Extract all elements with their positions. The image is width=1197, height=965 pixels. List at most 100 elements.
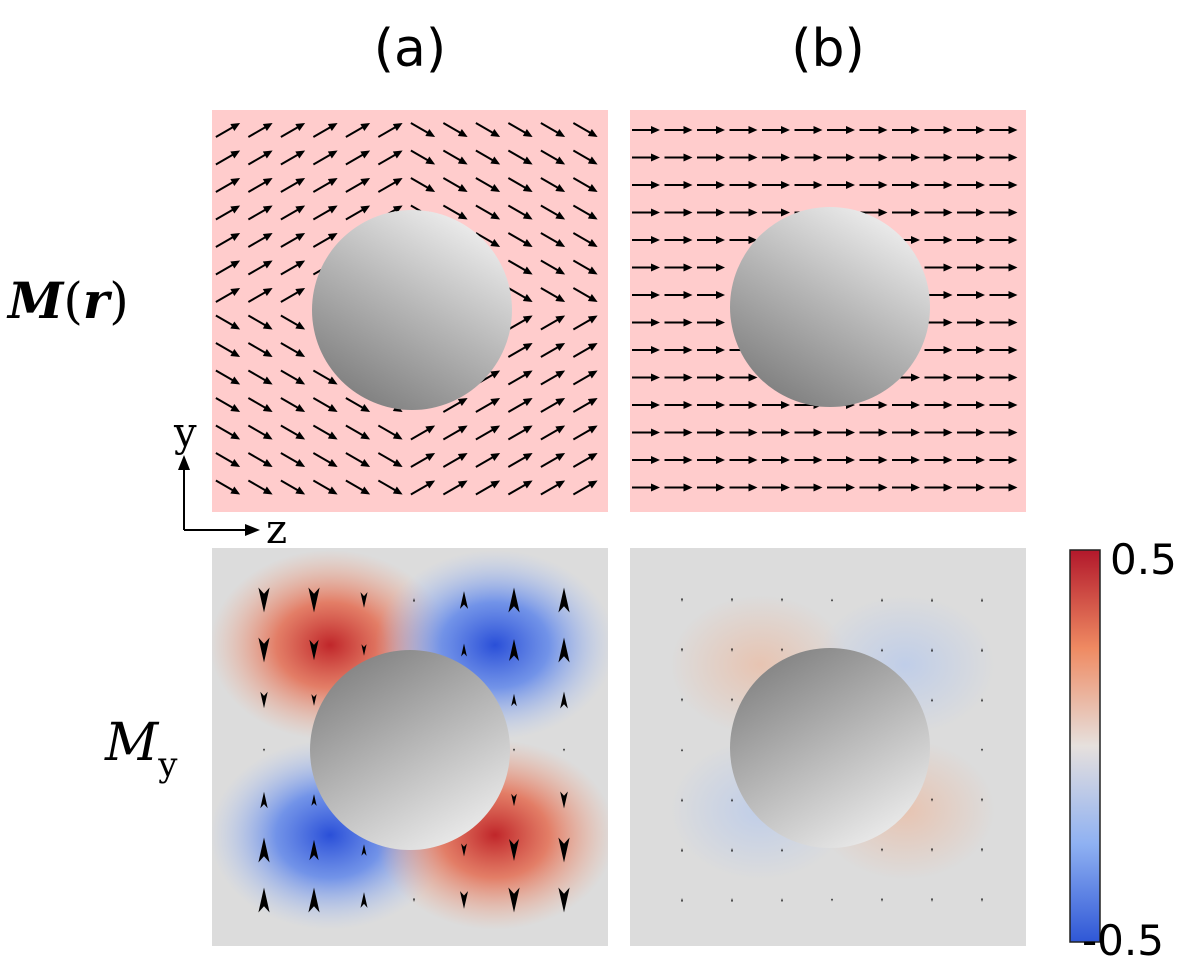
bottom-a-arrow <box>258 837 270 863</box>
top-a-arrow <box>345 452 371 467</box>
top-b-arrow <box>989 401 1018 409</box>
top-b-arrow <box>827 483 855 492</box>
top-a-arrow <box>312 150 338 166</box>
top-a-arrow <box>410 122 436 137</box>
top-a-arrow <box>312 205 338 221</box>
top-b-arrow <box>632 483 660 492</box>
bottom-a-arrow <box>459 591 469 609</box>
top-a-arrow <box>507 122 533 137</box>
bottom-a-arrow <box>508 587 520 613</box>
top-b-arrow <box>697 291 725 299</box>
bottom-b-arrow <box>731 897 733 903</box>
bottom-b-arrow <box>981 647 983 653</box>
top-a-arrow <box>507 370 533 386</box>
top-b-arrow <box>989 373 1018 382</box>
top-b-arrow <box>632 181 660 189</box>
top-b-arrow <box>859 401 888 409</box>
bottom-a-arrow <box>459 891 469 909</box>
bottom-a-arrow <box>513 748 515 752</box>
bottom-a-arrow <box>258 887 270 913</box>
top-a-arrow <box>572 370 598 386</box>
bottom-b-arrow <box>781 648 783 652</box>
top-a-arrow <box>247 178 273 193</box>
top-a-arrow <box>540 122 566 137</box>
bottom-b-arrow <box>931 897 933 903</box>
z-axis-arrowhead <box>245 524 260 536</box>
bottom-a-arrow <box>558 587 570 613</box>
top-a-arrow <box>572 287 598 302</box>
y-axis-label: y <box>173 410 197 456</box>
top-b-arrow <box>924 236 953 244</box>
panel-top-b-arrows <box>632 126 1018 492</box>
bottom-a-arrow <box>309 839 319 861</box>
bottom-b-arrow <box>681 698 683 702</box>
top-b-arrow <box>664 126 693 134</box>
top-b-arrow <box>664 318 693 327</box>
bottom-a-arrow <box>309 639 319 661</box>
top-a-arrow <box>442 398 468 413</box>
top-a-arrow <box>215 452 241 467</box>
top-b-arrow <box>859 126 888 134</box>
top-b-arrow <box>989 263 1018 272</box>
top-b-arrow <box>957 373 985 382</box>
top-b-arrow <box>957 236 985 244</box>
top-b-arrow <box>989 346 1018 354</box>
top-b-arrow <box>729 181 758 189</box>
bottom-b-arrow <box>931 848 933 852</box>
top-a-arrow <box>215 369 241 385</box>
row-label-my: My <box>104 713 178 785</box>
bottom-a-arrow <box>461 843 467 857</box>
top-a-arrow <box>540 287 566 302</box>
top-b-arrow <box>697 263 725 272</box>
z-axis-label: z <box>266 507 287 553</box>
top-a-arrow <box>507 343 533 358</box>
top-b-arrow <box>632 208 660 217</box>
row-label-r: r <box>83 271 113 330</box>
top-a-arrow <box>572 398 598 413</box>
top-a-arrow <box>215 397 241 412</box>
top-b-arrow <box>924 263 953 272</box>
top-b-arrow <box>827 456 855 464</box>
top-a-arrow <box>377 123 403 138</box>
top-b-arrow <box>697 428 725 437</box>
top-a-arrow <box>247 397 273 412</box>
top-a-arrow <box>377 178 403 193</box>
top-a-arrow <box>280 233 306 248</box>
top-b-arrow <box>957 263 985 272</box>
top-a-arrow <box>345 178 371 193</box>
top-b-arrow <box>892 456 920 464</box>
top-b-arrow <box>664 208 693 217</box>
top-b-arrow <box>664 456 693 464</box>
top-b-arrow <box>989 291 1018 299</box>
bottom-b-arrow <box>881 648 883 652</box>
top-b-arrow <box>794 153 823 162</box>
top-b-arrow <box>957 126 985 134</box>
top-b-arrow <box>957 318 985 327</box>
top-b-arrow <box>697 208 725 217</box>
top-a-arrow <box>345 479 371 495</box>
top-a-arrow <box>540 232 566 247</box>
bottom-b-arrow <box>931 597 933 603</box>
top-a-arrow <box>540 315 566 331</box>
top-a-arrow <box>280 369 306 385</box>
top-b-arrow <box>827 153 855 162</box>
top-a-arrow <box>410 425 436 441</box>
top-b-arrow <box>892 401 920 409</box>
top-a-arrow <box>247 205 273 221</box>
top-a-arrow <box>215 424 241 440</box>
top-a-arrow <box>540 425 566 441</box>
top-a-arrow <box>540 204 566 220</box>
top-b-arrow <box>762 126 790 134</box>
top-b-arrow <box>729 456 758 464</box>
top-b-arrow <box>924 483 953 492</box>
top-a-arrow <box>312 424 338 440</box>
top-b-arrow <box>924 346 953 354</box>
top-a-arrow <box>377 424 403 440</box>
top-b-arrow <box>859 428 888 437</box>
top-a-arrow <box>247 479 273 495</box>
y-axis-arrowhead <box>178 455 190 470</box>
top-a-arrow <box>247 150 273 166</box>
top-b-arrow <box>762 181 790 189</box>
top-a-arrow <box>572 177 598 192</box>
panel-top-b-sphere <box>730 207 930 407</box>
